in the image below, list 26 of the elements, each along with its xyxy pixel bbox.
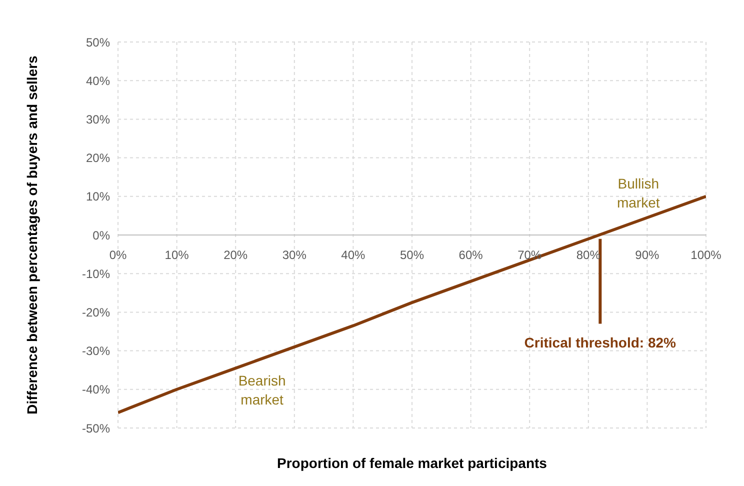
y-tick-label: -20%	[82, 305, 110, 320]
y-tick-label: -40%	[82, 382, 110, 397]
x-tick-label: 10%	[164, 248, 190, 262]
x-tick-label: 50%	[400, 248, 424, 262]
x-tick-label: 100%	[690, 248, 722, 262]
y-tick-label: -10%	[82, 266, 110, 281]
x-axis-title: Proportion of female market participants	[277, 455, 548, 471]
x-tick-label: 70%	[518, 248, 542, 262]
y-tick-label: 30%	[86, 112, 110, 126]
annotation: Bullish market	[616, 176, 660, 211]
y-tick-label: -30%	[82, 344, 110, 358]
y-tick-label: -50%	[82, 421, 110, 436]
y-tick-label: 40%	[86, 74, 110, 88]
x-tick-label: 20%	[224, 248, 248, 262]
y-tick-label: 20%	[86, 151, 110, 166]
ref-line-label: Critical threshold: 82%	[524, 334, 677, 351]
y-axis-title: Difference between percentages of buyers and sellers	[24, 55, 40, 414]
y-tick-label: 10%	[86, 190, 110, 204]
x-tick-label: 0%	[109, 248, 127, 262]
y-tick-label: 0%	[92, 228, 110, 242]
x-tick-label: 60%	[458, 248, 484, 262]
y-tick-label: 50%	[86, 35, 110, 50]
annotation: Bearish market	[238, 372, 286, 408]
x-tick-label: 40%	[341, 248, 366, 262]
x-tick-label: 30%	[282, 248, 307, 262]
x-tick-label: 90%	[635, 248, 660, 262]
